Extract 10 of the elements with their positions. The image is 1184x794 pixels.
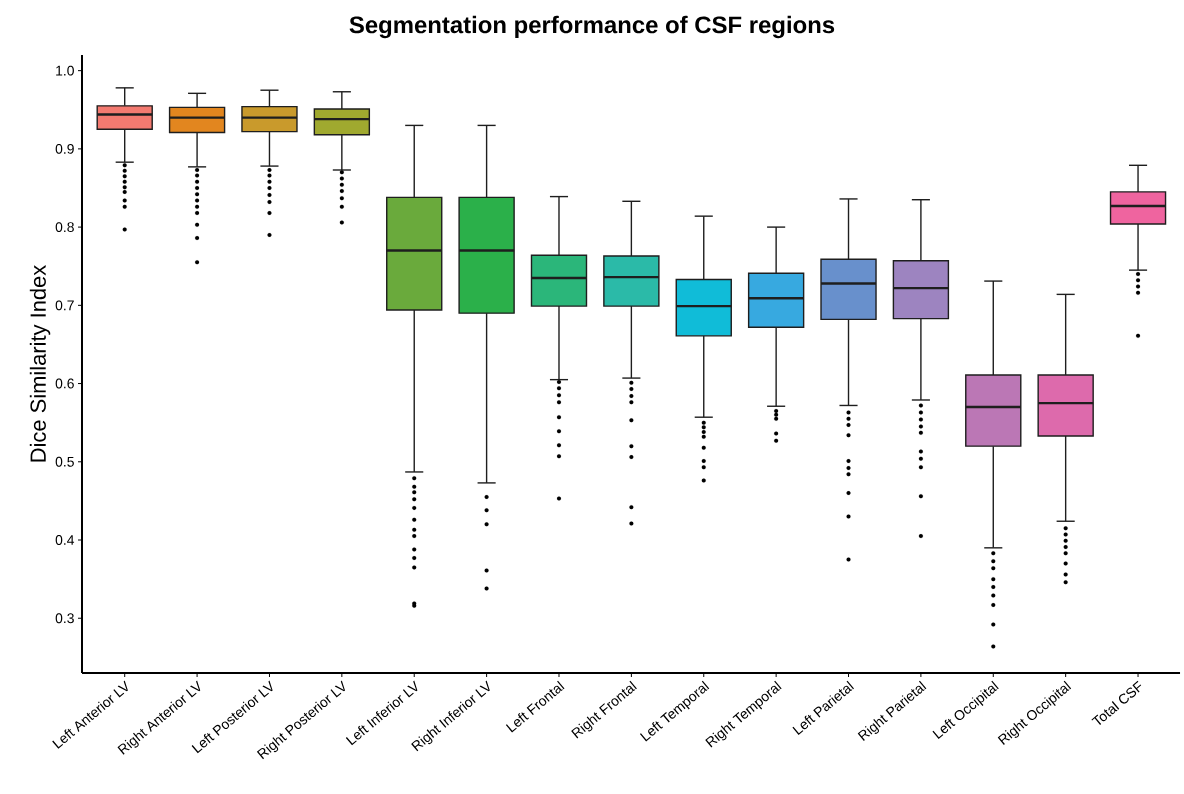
- y-tick-label: 1.0: [56, 65, 74, 76]
- y-tick-label: 0.4: [55, 535, 75, 545]
- y-tick-label: 0.7: [55, 300, 74, 311]
- chart-title: Segmentation performance of CSF regions: [349, 15, 835, 39]
- y-tick-label: 0.8: [55, 222, 74, 233]
- y-tick-label: 0.6: [55, 378, 74, 389]
- y-axis-title: Dice Similarity Index: [29, 265, 51, 462]
- y-tick-label: 0.9: [55, 143, 74, 154]
- y-tick-label: 0.5: [55, 456, 74, 467]
- y-tick-label: 0.3: [55, 613, 74, 624]
